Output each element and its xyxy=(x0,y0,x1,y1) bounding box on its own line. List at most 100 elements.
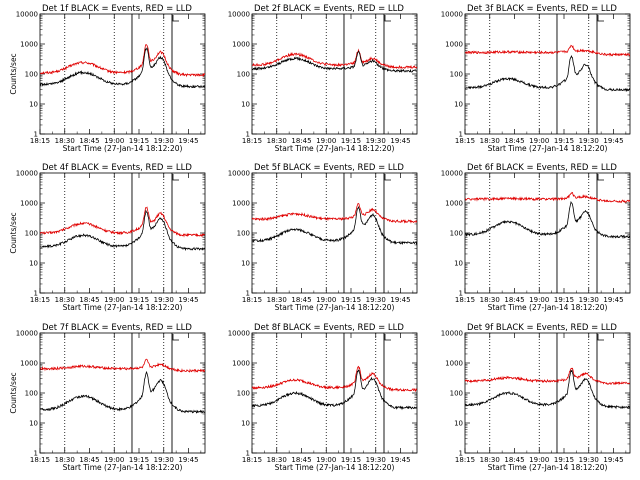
panel-title: Det 6f BLACK = Events, RED = LLD xyxy=(467,163,617,173)
x-axis-label: Start Time (27-Jan-14 18:12:20) xyxy=(275,463,395,472)
x-tick-label: 19:15 xyxy=(554,137,574,145)
y-tick-label: 100 xyxy=(237,230,250,238)
x-tick-label: 19:45 xyxy=(390,456,410,464)
panel-det-2: Det 2f BLACK = Events, RED = LLD 1 10 100 10… xyxy=(228,4,418,153)
y-tick-label: 10 xyxy=(454,260,463,268)
panel-title: Det 2f BLACK = Events, RED = LLD xyxy=(254,4,404,14)
y-tick-label: 100 xyxy=(237,390,250,398)
y-tick-label: 1000 xyxy=(232,360,250,368)
x-tick-label: 19:15 xyxy=(554,296,574,304)
panel-det-9: Det 9f BLACK = Events, RED = LLD 1 10 100 10… xyxy=(441,323,631,472)
x-tick-label: 18:30 xyxy=(55,137,75,145)
y-tick-label: 1000 xyxy=(445,200,463,208)
panel-title: Det 1f BLACK = Events, RED = LLD xyxy=(42,4,192,14)
y-tick-label: 10000 xyxy=(228,170,250,178)
x-axis-label: Start Time (27-Jan-14 18:12:20) xyxy=(63,463,183,472)
x-tick-label: 18:45 xyxy=(504,137,524,145)
events-series-line xyxy=(40,209,205,252)
x-tick-label: 18:45 xyxy=(291,296,311,304)
y-tick-label: 10 xyxy=(454,101,463,109)
x-tick-label: 18:30 xyxy=(267,137,287,145)
y-tick-label: 1000 xyxy=(445,41,463,49)
y-tick-label: 1 xyxy=(246,131,250,139)
x-tick-label: 18:30 xyxy=(267,296,287,304)
x-tick-label: 18:30 xyxy=(480,296,500,304)
l-annotation-mark xyxy=(172,15,179,22)
x-tick-label: 18:30 xyxy=(55,456,75,464)
x-tick-label: 19:15 xyxy=(341,296,361,304)
y-tick-label: 1 xyxy=(34,450,38,458)
x-tick-label: 18:30 xyxy=(480,137,500,145)
x-tick-label: 19:30 xyxy=(579,137,599,145)
y-tick-label: 100 xyxy=(450,230,463,238)
x-tick-label: 18:15 xyxy=(242,456,262,464)
y-tick-label: 100 xyxy=(450,71,463,79)
lld-series-line xyxy=(40,206,205,238)
lld-series-line xyxy=(465,367,630,386)
events-series-line xyxy=(40,370,205,414)
y-tick-label: 1 xyxy=(459,131,463,139)
x-axis-label: Start Time (27-Jan-14 18:12:20) xyxy=(488,463,608,472)
y-tick-label: 1 xyxy=(246,290,250,298)
x-tick-label: 19:00 xyxy=(529,137,549,145)
l-annotation-mark xyxy=(172,334,179,341)
x-tick-label: 18:15 xyxy=(242,137,262,145)
x-tick-label: 19:00 xyxy=(529,296,549,304)
x-tick-label: 18:45 xyxy=(79,137,99,145)
x-tick-label: 18:45 xyxy=(504,456,524,464)
y-tick-label: 10000 xyxy=(228,330,250,338)
y-axis-label: Counts/sec xyxy=(9,53,18,94)
y-tick-label: 1000 xyxy=(232,200,250,208)
lld-series-line xyxy=(40,358,205,373)
x-tick-label: 19:00 xyxy=(104,137,124,145)
x-tick-label: 18:15 xyxy=(242,296,262,304)
x-axis-label: Start Time (27-Jan-14 18:12:20) xyxy=(488,144,608,153)
x-tick-label: 19:15 xyxy=(341,137,361,145)
x-tick-label: 18:15 xyxy=(455,296,475,304)
x-tick-label: 18:15 xyxy=(30,137,50,145)
x-tick-label: 19:45 xyxy=(603,296,623,304)
panel-det-1: Det 1f BLACK = Events, RED = LLD 1 10 100 10… xyxy=(9,4,206,153)
x-axis-label: Start Time (27-Jan-14 18:12:20) xyxy=(275,303,395,312)
y-tick-label: 10000 xyxy=(441,330,463,338)
events-series-line xyxy=(252,205,417,246)
panel-title: Det 8f BLACK = Events, RED = LLD xyxy=(254,323,404,333)
x-tick-label: 19:15 xyxy=(341,456,361,464)
y-tick-label: 10000 xyxy=(16,170,38,178)
x-tick-label: 18:30 xyxy=(55,296,75,304)
y-tick-label: 10 xyxy=(241,260,250,268)
y-axis-label: Counts/sec xyxy=(9,372,18,413)
panel-det-8: Det 8f BLACK = Events, RED = LLD 1 10 100 10… xyxy=(228,323,418,472)
x-tick-label: 19:15 xyxy=(129,456,149,464)
y-tick-label: 100 xyxy=(237,71,250,79)
y-tick-label: 1000 xyxy=(20,41,38,49)
l-annotation-mark xyxy=(597,174,604,181)
panel-title: Det 9f BLACK = Events, RED = LLD xyxy=(467,323,617,333)
y-tick-label: 10 xyxy=(454,420,463,428)
x-tick-label: 18:45 xyxy=(504,296,524,304)
panel-det-4: Det 4f BLACK = Events, RED = LLD 1 10 100 10… xyxy=(9,163,206,312)
x-tick-label: 19:30 xyxy=(366,137,386,145)
x-tick-label: 19:15 xyxy=(554,456,574,464)
events-series-line xyxy=(465,54,630,93)
y-tick-label: 1000 xyxy=(232,41,250,49)
lld-series-line xyxy=(40,43,205,78)
panel-det-3: Det 3f BLACK = Events, RED = LLD 1 10 100 10… xyxy=(441,4,631,153)
panel-det-6: Det 6f BLACK = Events, RED = LLD 1 10 100 10… xyxy=(441,163,631,312)
x-tick-label: 18:45 xyxy=(79,296,99,304)
x-tick-label: 19:30 xyxy=(366,296,386,304)
l-annotation-mark xyxy=(597,334,604,341)
x-tick-label: 19:00 xyxy=(316,137,336,145)
y-tick-label: 10 xyxy=(241,420,250,428)
y-tick-label: 10000 xyxy=(16,11,38,19)
events-series-line xyxy=(465,369,630,410)
x-tick-label: 19:15 xyxy=(129,296,149,304)
x-tick-label: 19:30 xyxy=(579,296,599,304)
y-tick-label: 1 xyxy=(34,131,38,139)
y-tick-label: 100 xyxy=(25,390,38,398)
x-tick-label: 19:00 xyxy=(529,456,549,464)
x-tick-label: 19:00 xyxy=(316,456,336,464)
x-axis-label: Start Time (27-Jan-14 18:12:20) xyxy=(63,303,183,312)
y-tick-label: 10 xyxy=(29,260,38,268)
x-tick-label: 19:45 xyxy=(178,137,198,145)
